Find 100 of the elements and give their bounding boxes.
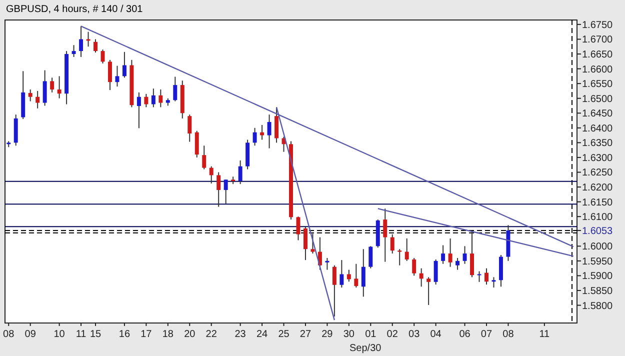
candlestick xyxy=(72,44,76,58)
candlestick xyxy=(390,234,394,254)
candlestick xyxy=(296,216,300,241)
candlestick xyxy=(310,233,315,254)
x-tick-label: 08 xyxy=(502,329,514,340)
y-tick-label: 1.6350 xyxy=(582,138,614,150)
x-tick-label: 27 xyxy=(300,329,312,340)
candlestick xyxy=(57,76,62,99)
candlestick xyxy=(216,172,221,208)
ref-line-label: 1.6053 xyxy=(582,226,614,237)
text: Sep/30 xyxy=(350,343,382,354)
candlestick xyxy=(252,127,257,146)
candlestick xyxy=(151,88,156,108)
candlestick xyxy=(484,268,488,286)
candlestick xyxy=(173,76,178,102)
candlestick xyxy=(136,92,141,129)
candlestick xyxy=(498,254,503,288)
candlestick xyxy=(94,38,98,54)
candlestick xyxy=(246,139,250,170)
x-tick-label: 25 xyxy=(278,329,290,340)
candlestick xyxy=(42,70,47,106)
candlestick xyxy=(50,77,54,93)
y-tick-label: 1.6500 xyxy=(582,94,614,105)
candlestick xyxy=(209,166,214,184)
y-tick-label: 1.5900 xyxy=(582,271,614,282)
candlestick xyxy=(86,31,90,48)
y-tick-label: 1.6550 xyxy=(582,79,614,90)
candlestick xyxy=(122,51,126,78)
candlestick xyxy=(470,231,474,278)
candlestick xyxy=(492,276,496,288)
x-tick-label: 01 xyxy=(365,329,377,340)
candlestick xyxy=(274,106,279,144)
candlestick xyxy=(448,238,452,268)
x-tick-label: 04 xyxy=(430,329,442,340)
x-tick-label: 20 xyxy=(184,329,196,340)
x-tick-label: 16 xyxy=(118,329,130,340)
x-tick-label: 03 xyxy=(408,329,420,340)
y-tick-label: 1.6650 xyxy=(582,49,614,60)
candlestick xyxy=(303,226,308,261)
candlestick xyxy=(412,257,416,276)
y-tick-label: 1.6150 xyxy=(582,197,614,208)
y-tick-label: 1.5850 xyxy=(582,286,614,297)
candlestick xyxy=(368,246,373,269)
candlestick xyxy=(441,244,446,264)
candlestick xyxy=(144,93,148,108)
y-tick-label: 1.6300 xyxy=(582,152,614,164)
y-tick-label: 1.6400 xyxy=(582,123,614,134)
candlestick xyxy=(36,90,40,109)
chart-title: GBPUSD, 4 hours, # 140 / 301 xyxy=(6,4,144,15)
x-tick-label: 23 xyxy=(234,329,246,340)
candlestick xyxy=(354,263,358,288)
y-tick-label: 1.5950 xyxy=(582,256,614,268)
candlestick xyxy=(238,160,242,185)
candlestick xyxy=(340,260,344,288)
candlestick xyxy=(456,257,460,270)
x-tick-label: 17 xyxy=(140,329,152,340)
candlestick xyxy=(188,114,192,142)
candlestick xyxy=(202,145,206,170)
x-tick-label: 24 xyxy=(256,329,268,340)
y-tick-label: 1.6250 xyxy=(582,168,614,179)
candlestick xyxy=(426,276,431,306)
x-tick-label: 11 xyxy=(539,329,550,340)
candlestick xyxy=(419,268,424,288)
candlestick xyxy=(462,246,467,264)
y-tick-label: 1.6600 xyxy=(582,64,614,76)
y-tick-label: 1.6100 xyxy=(582,212,614,224)
candlestick xyxy=(224,179,228,204)
x-tick-label: 11 xyxy=(76,329,87,340)
candlestick xyxy=(332,264,336,317)
candlestick xyxy=(115,65,120,88)
x-tick-label: 22 xyxy=(206,329,218,340)
x-tick-label: 08 xyxy=(3,329,15,340)
x-tick-label: 10 xyxy=(54,329,66,340)
candlestick xyxy=(404,238,409,262)
candlestick xyxy=(267,114,272,149)
x-tick-label: 06 xyxy=(459,329,471,340)
candlestick xyxy=(398,248,402,266)
x-tick-label: 09 xyxy=(24,329,36,340)
x-tick-label: 07 xyxy=(480,329,492,340)
y-tick-label: 1.6450 xyxy=(582,108,614,120)
candlestick xyxy=(28,88,32,102)
x-tick-label: 29 xyxy=(322,329,334,340)
candlestick xyxy=(79,26,84,58)
candlestick xyxy=(346,269,351,282)
y-tick-label: 1.6200 xyxy=(582,182,614,194)
x-tick-label: 30 xyxy=(343,329,355,340)
candlestick xyxy=(383,208,388,262)
candlestick xyxy=(361,248,366,298)
x-tick-label: 15 xyxy=(90,329,102,340)
y-tick-label: 1.6000 xyxy=(582,242,614,253)
candlestick xyxy=(434,258,438,286)
candlestick xyxy=(194,130,199,158)
x-tick-label: 18 xyxy=(162,329,174,340)
y-tick-label: 1.6750 xyxy=(582,20,614,31)
x-tick-label: 02 xyxy=(386,329,398,340)
y-tick-label: 1.6700 xyxy=(582,34,614,46)
candlestick xyxy=(325,257,330,270)
candlestick xyxy=(158,88,163,108)
candlestick xyxy=(108,59,112,91)
y-tick-label: 1.5800 xyxy=(582,300,614,312)
